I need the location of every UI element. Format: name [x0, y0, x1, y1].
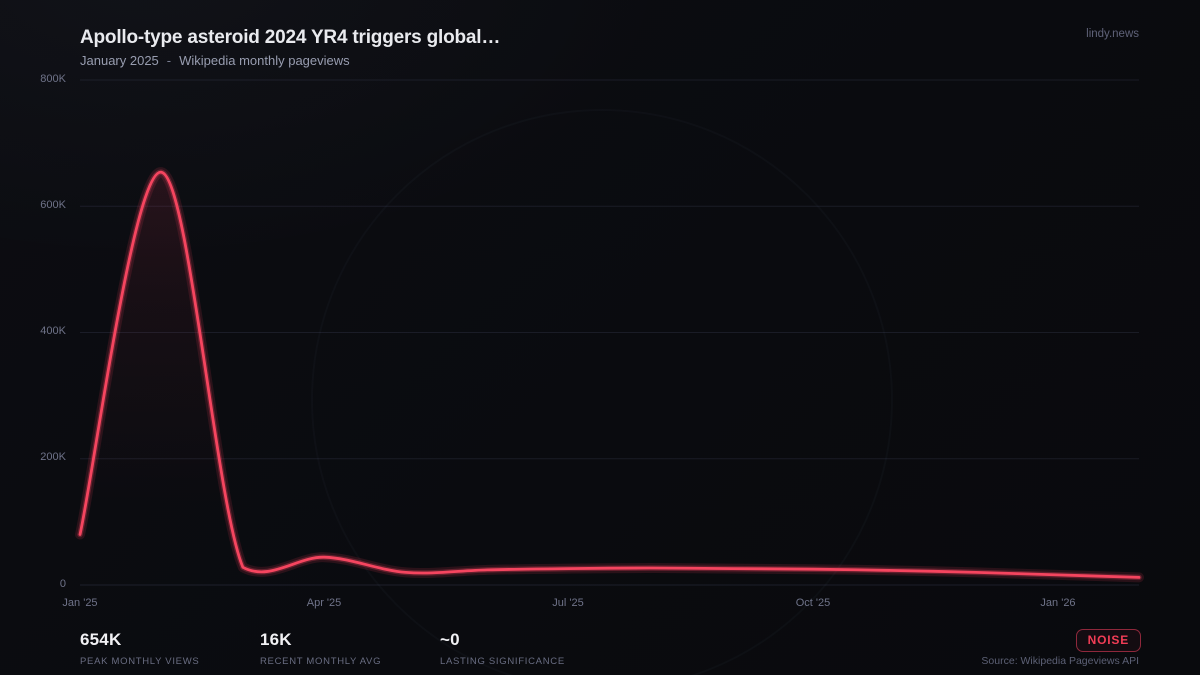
- series-line-glow-outer: [75, 167, 1144, 583]
- xtick-oct25: Oct '25: [795, 597, 831, 609]
- stat-value: ~0: [440, 630, 460, 649]
- stat-label: LASTING SIGNIFICANCE: [440, 656, 565, 667]
- background-watermark-circle: [312, 110, 892, 675]
- ytick-400k: 400K: [40, 325, 66, 337]
- series-area-fill: [80, 172, 1139, 585]
- ytick-0: 0: [59, 578, 66, 590]
- xtick-jan25: Jan '25: [62, 597, 98, 609]
- stat-label: PEAK MONTHLY VIEWS: [80, 656, 200, 667]
- xtick-jul25: Jul '25: [552, 597, 584, 609]
- stat-recent-monthly-avg: 16K RECENT MONTHLY AVG: [260, 630, 381, 667]
- subtitle-separator: -: [166, 53, 172, 68]
- xtick-apr25: Apr '25: [306, 597, 342, 609]
- ytick-600k: 600K: [40, 199, 66, 211]
- subtitle-source: Wikipedia monthly pageviews: [179, 53, 350, 68]
- page-title: Apollo-type asteroid 2024 YR4 triggers g…: [80, 27, 501, 48]
- ytick-800k: 800K: [40, 73, 66, 85]
- stat-label: RECENT MONTHLY AVG: [260, 656, 382, 667]
- series-line: [78, 170, 1141, 579]
- stat-value: 16K: [260, 630, 292, 649]
- stat-value: 654K: [80, 630, 122, 649]
- ytick-200k: 200K: [40, 451, 66, 463]
- subtitle-period: January 2025: [80, 53, 159, 68]
- stat-peak-monthly-views: 654K PEAK MONTHLY VIEWS: [80, 630, 199, 667]
- chart-subtitle: January 2025- Wikipedia monthly pageviews: [80, 53, 350, 68]
- stat-lasting-significance: ~0 LASTING SIGNIFICANCE: [440, 630, 565, 667]
- source-attribution: Source: Wikipedia Pageviews API: [981, 655, 1139, 667]
- brand-watermark: lindy.news: [1086, 28, 1139, 40]
- series-line-glow-inner: [77, 169, 1142, 581]
- xtick-jan26: Jan '26: [1040, 597, 1076, 609]
- gridlines: [80, 79, 1139, 586]
- noise-status-badge: NOISE: [1075, 629, 1141, 652]
